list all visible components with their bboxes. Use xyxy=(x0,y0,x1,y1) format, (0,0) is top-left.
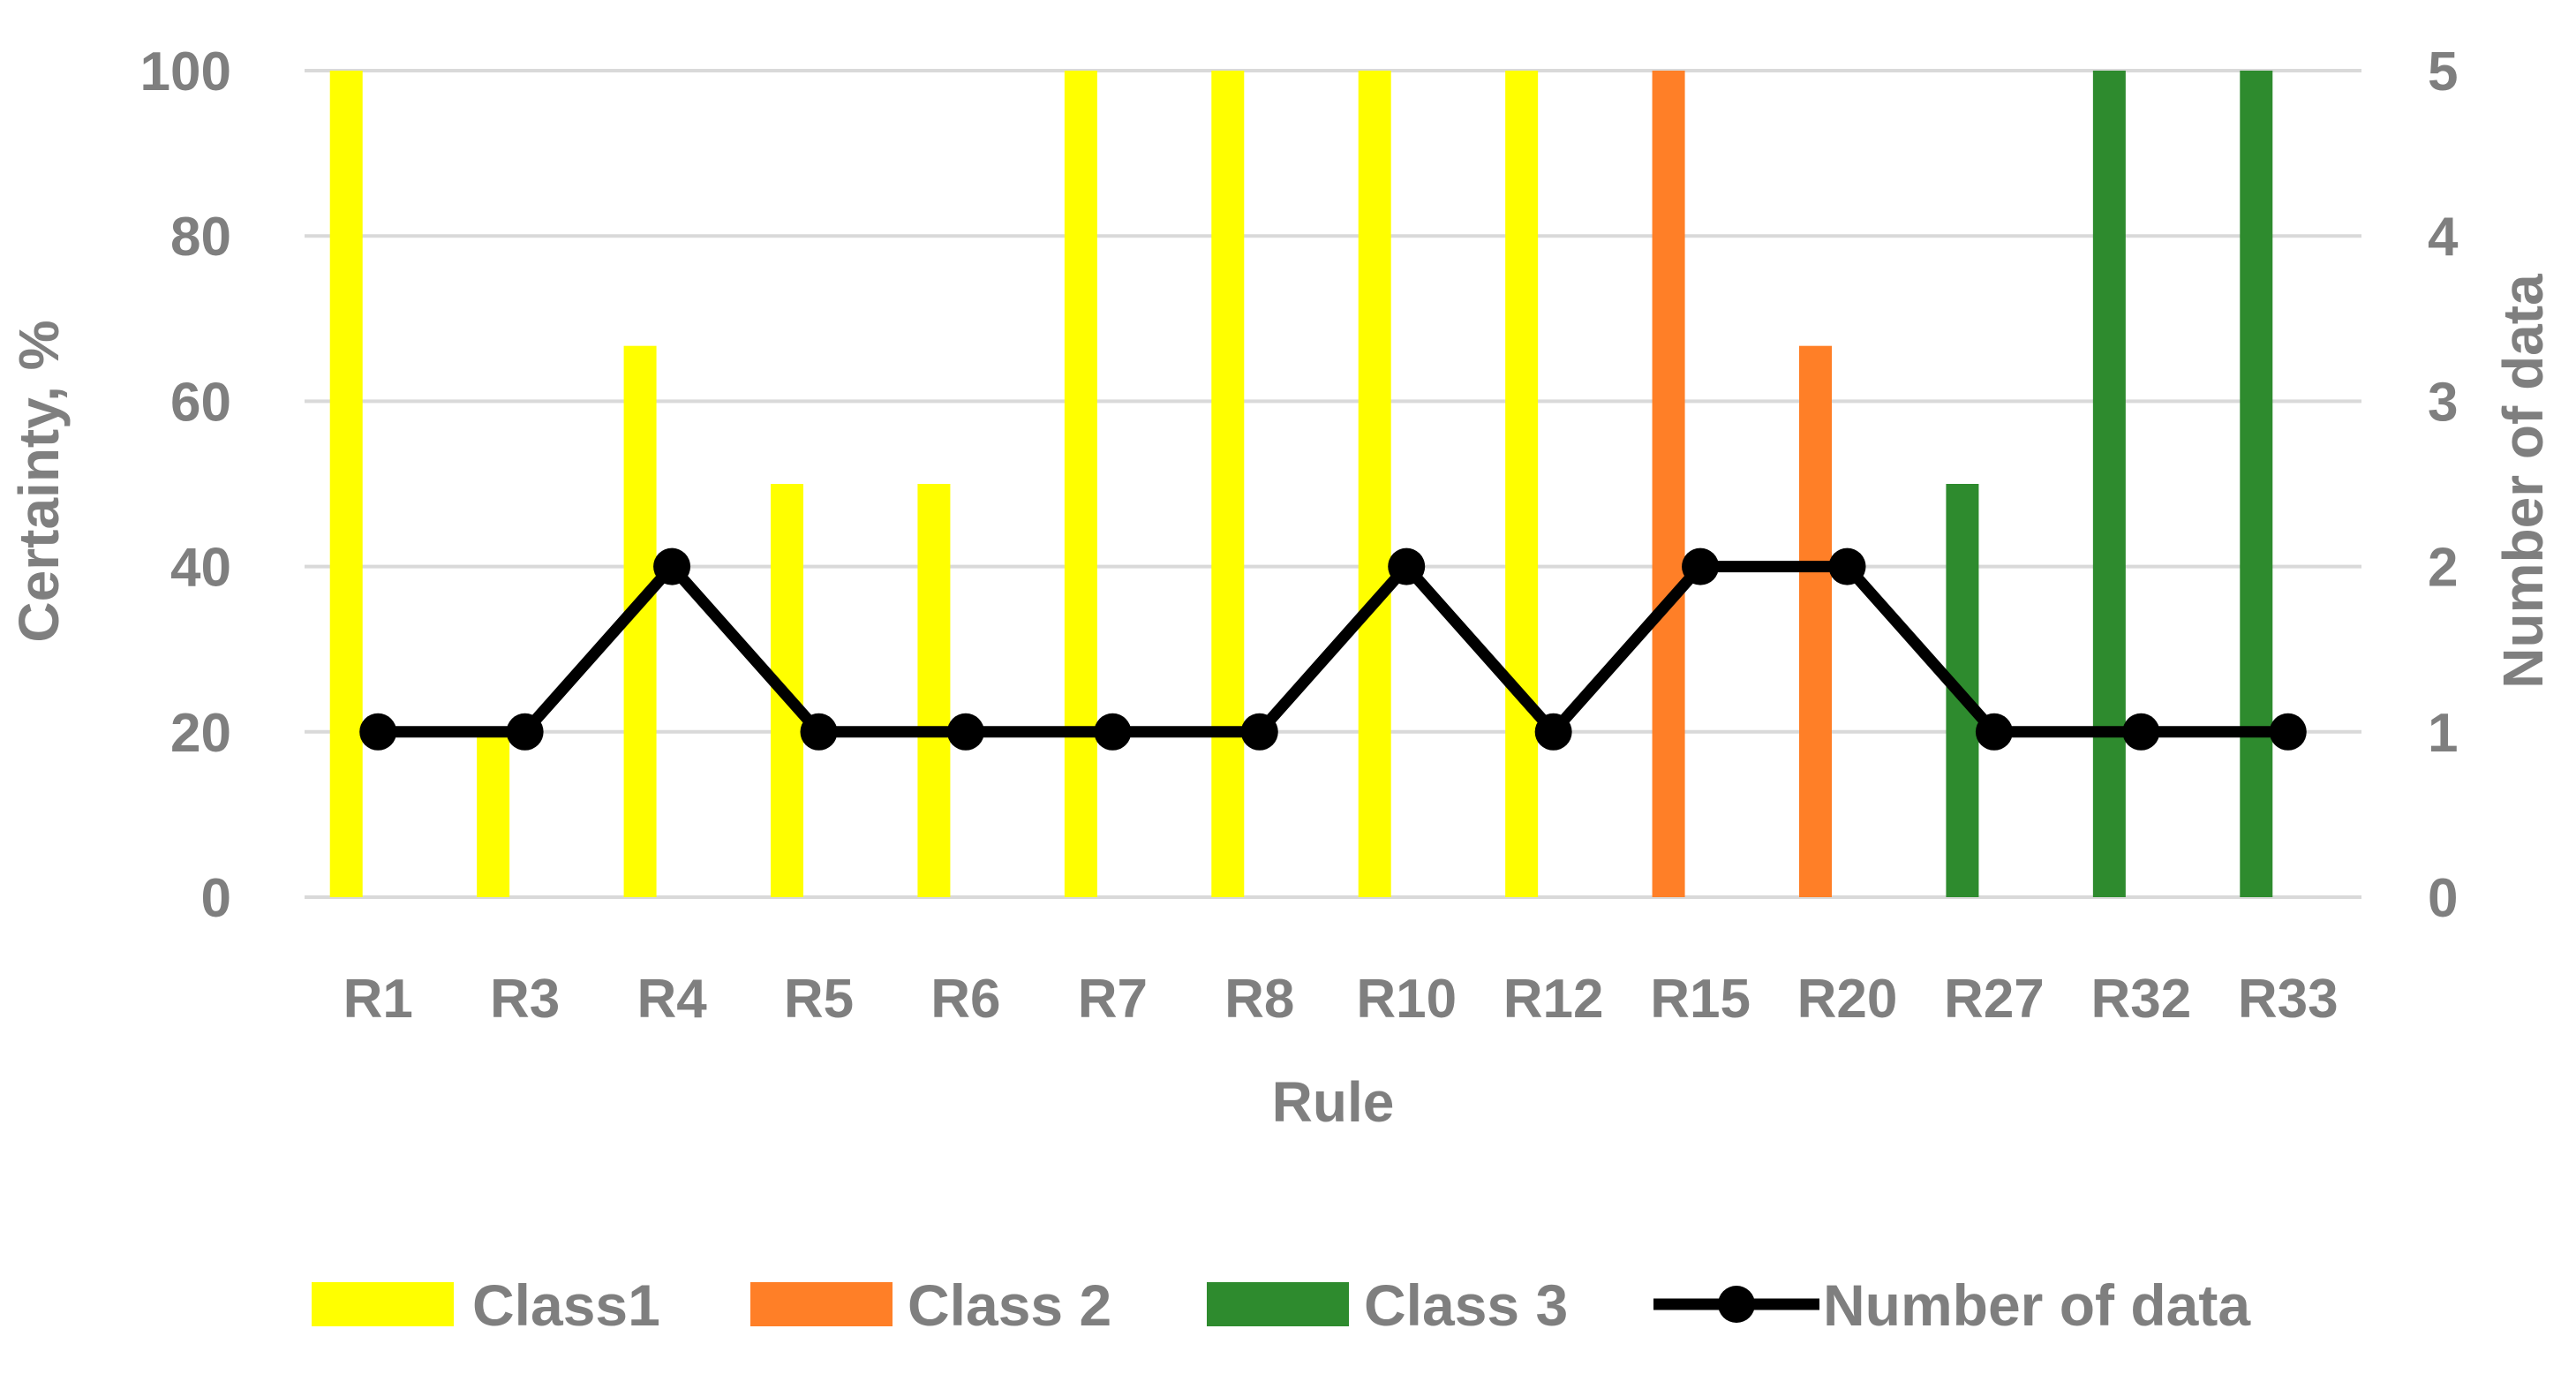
x-axis-ticks: R1 R3 R4 R5 R6 R7 R8 R10 R12 R15 R20 R27 R32 R33 xyxy=(343,969,2339,1030)
point-R3 xyxy=(506,713,544,751)
gridlines xyxy=(305,69,2361,899)
x-tick-label: R4 xyxy=(636,969,707,1030)
point-R5 xyxy=(800,713,838,751)
bar-R33 xyxy=(2240,71,2273,897)
x-tick-label: R12 xyxy=(1503,969,1604,1030)
y2-tick-label: 5 xyxy=(2428,42,2458,102)
y2-tick-label: 4 xyxy=(2428,207,2459,268)
point-R10 xyxy=(1388,547,1426,585)
y-axis-title: Certainty, % xyxy=(7,320,71,642)
bar-R7 xyxy=(1064,71,1097,897)
y2-axis-title: Number of data xyxy=(2491,274,2555,689)
y2-tick-label: 3 xyxy=(2428,372,2458,433)
legend-swatch xyxy=(1207,1282,1349,1326)
series-line xyxy=(378,561,2288,738)
point-R1 xyxy=(359,713,397,751)
point-R27 xyxy=(1975,713,2013,751)
bar-R15 xyxy=(1652,71,1685,897)
left-axis-ticks: 0 20 40 60 80 100 xyxy=(140,42,231,929)
x-tick-label: R8 xyxy=(1224,969,1294,1030)
x-tick-label: R6 xyxy=(930,969,1000,1030)
x-tick-label: R10 xyxy=(1356,969,1457,1030)
y2-tick-label: 0 xyxy=(2428,868,2458,929)
point-R12 xyxy=(1534,713,1572,751)
bar-R10 xyxy=(1358,71,1391,897)
y-tick-label: 0 xyxy=(201,868,231,929)
point-R20 xyxy=(1828,547,1866,585)
x-tick-label: R15 xyxy=(1650,969,1751,1030)
legend-label: Class 3 xyxy=(1364,1272,1568,1338)
y-tick-label: 40 xyxy=(170,538,231,599)
bar-R1 xyxy=(329,71,363,897)
bars xyxy=(329,71,2273,897)
y-tick-label: 60 xyxy=(170,372,231,433)
y2-tick-label: 1 xyxy=(2428,703,2458,764)
legend-marker xyxy=(1718,1286,1755,1323)
point-R33 xyxy=(2269,713,2307,751)
point-R4 xyxy=(653,547,691,585)
bar-R3 xyxy=(477,731,510,897)
y-tick-label: 20 xyxy=(170,703,231,764)
point-R7 xyxy=(1094,713,1132,751)
legend-label: Class 2 xyxy=(908,1272,1111,1338)
y2-tick-label: 2 xyxy=(2428,538,2458,599)
x-tick-label: R1 xyxy=(343,969,413,1030)
x-axis-title: Rule xyxy=(1272,1070,1395,1134)
legend-label: Class1 xyxy=(472,1272,660,1338)
point-R32 xyxy=(2122,713,2160,751)
bar-R32 xyxy=(2092,71,2126,897)
point-R15 xyxy=(1682,547,1720,585)
number-of-data-line xyxy=(359,547,2307,751)
legend-label: Number of data xyxy=(1823,1272,2251,1338)
point-R6 xyxy=(946,713,984,751)
x-tick-label: R33 xyxy=(2238,969,2339,1030)
y-tick-label: 100 xyxy=(140,42,231,102)
bar-R8 xyxy=(1211,71,1245,897)
x-tick-label: R20 xyxy=(1797,969,1898,1030)
legend-swatch xyxy=(750,1282,893,1326)
right-axis-ticks: 0 1 2 3 4 5 xyxy=(2428,42,2459,929)
bar-R20 xyxy=(1799,345,1832,897)
legend-swatch xyxy=(312,1282,454,1326)
x-tick-label: R3 xyxy=(490,969,560,1030)
bar-R6 xyxy=(917,484,951,897)
y-tick-label: 80 xyxy=(170,207,231,268)
x-tick-label: R32 xyxy=(2090,969,2191,1030)
point-R8 xyxy=(1240,713,1278,751)
x-tick-label: R27 xyxy=(1944,969,2045,1030)
x-tick-label: R7 xyxy=(1078,969,1148,1030)
x-tick-label: R5 xyxy=(784,969,854,1030)
bar-R12 xyxy=(1505,71,1539,897)
legend: Class1 Class 2 Class 3 Number of data xyxy=(312,1272,2251,1338)
